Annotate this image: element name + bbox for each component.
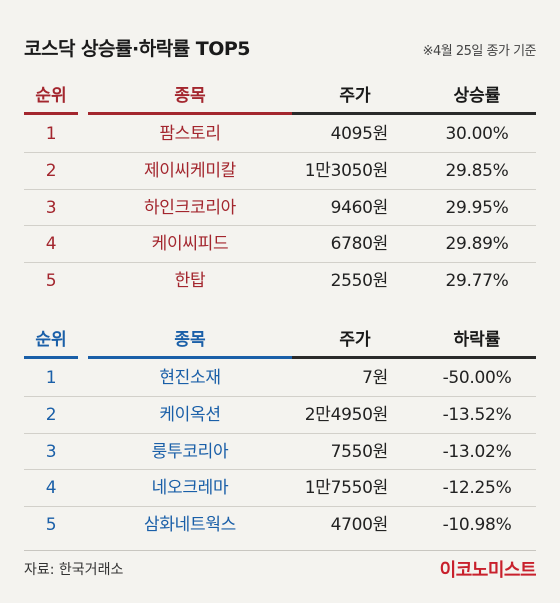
row-divider [24,506,536,508]
row-name: 한탑 [174,271,206,292]
row-divider [24,225,536,227]
footer: 자료: 한국거래소 이코노미스트 [0,550,560,603]
header-underline-rank [24,356,78,359]
row-divider [24,151,536,153]
row-name: 삼화네트웍스 [143,515,237,536]
row-rank: 3 [45,197,57,218]
header-underline-name [88,112,292,115]
row-price: 9460원 [330,197,389,218]
table-row: 4 네오크레마 1만7550원 -12.25% [24,470,536,508]
footer-divider [24,550,536,551]
header-underline-price [292,356,418,359]
table-row: 4 케이씨피드 6780원 29.89% [24,226,536,264]
row-name: 케이옥션 [159,404,221,425]
table-row: 2 제이씨케미칼 1만3050원 29.85% [24,153,536,190]
column-header-rate: 하락률 [453,330,501,350]
row-name: 룽투코리아 [151,441,229,462]
row-rank: 5 [45,515,57,536]
row-rank: 4 [45,234,57,255]
row-price: 4700원 [330,515,389,536]
row-rate: -50.00% [442,368,512,388]
row-rate: 29.95% [445,197,509,218]
row-price: 6780원 [330,234,389,255]
date-note: ※4월 25일 종가 기준 [422,44,537,59]
row-rank: 2 [45,160,57,181]
row-rank: 1 [45,368,57,388]
row-name: 제이씨케미칼 [143,160,237,181]
row-price: 2550원 [330,271,389,292]
row-divider [24,262,536,264]
row-name: 현진소재 [159,368,221,388]
page-title: 코스닥 상승률·하락률 TOP5 [24,38,251,60]
gainers-header: 순위 종목 주가 상승률 [24,82,536,116]
header-underline-rate [418,112,536,115]
row-divider [24,188,536,190]
header-underline-rate [418,356,536,359]
row-name: 하인크코리아 [143,197,237,218]
row-price: 7원 [362,368,388,388]
losers-header: 순위 종목 주가 하락률 [24,326,536,360]
table-row: 1 팜스토리 4095원 30.00% [24,116,536,153]
row-price: 1만7550원 [304,478,389,499]
table-row: 2 케이옥션 2만4950원 -13.52% [24,397,536,434]
row-price: 1만3050원 [304,160,389,181]
table-row: 1 현진소재 7원 -50.00% [24,360,536,397]
row-name: 케이씨피드 [151,234,229,255]
row-rate: 29.85% [445,160,509,181]
row-rank: 4 [45,478,57,499]
row-rate: 29.89% [445,234,509,255]
column-header-name: 종목 [174,86,206,106]
column-header-price: 주가 [339,86,371,106]
row-rate: -12.25% [442,478,512,499]
source-text: 자료: 한국거래소 [24,562,124,578]
column-header-rank: 순위 [35,330,67,350]
column-header-rate: 상승률 [453,86,501,106]
row-rate: 30.00% [445,124,509,144]
row-divider [24,469,536,471]
header: 코스닥 상승률·하락률 TOP5 ※4월 25일 종가 기준 [24,34,537,64]
table-row: 5 삼화네트웍스 4700원 -10.98% [24,507,536,544]
row-rank: 3 [45,441,57,462]
row-name: 네오크레마 [151,478,229,499]
brand-logo: 이코노미스트 [439,560,537,581]
column-header-price: 주가 [339,330,371,350]
row-divider [24,395,536,397]
losers-table: 순위 종목 주가 하락률 1 현진소재 7원 -50.00% 2 케이옥션 2만… [24,326,536,544]
table-row: 3 하인크코리아 9460원 29.95% [24,190,536,227]
row-rank: 2 [45,404,57,425]
header-underline-name [88,356,292,359]
row-price: 2만4950원 [304,404,389,425]
column-header-name: 종목 [174,330,206,350]
row-rank: 1 [45,124,57,144]
row-rate: -10.98% [442,515,512,536]
row-price: 4095원 [330,124,389,144]
row-rank: 5 [45,271,57,292]
header-underline-rank [24,112,78,115]
row-price: 7550원 [330,441,389,462]
table-row: 5 한탑 2550원 29.77% [24,263,536,300]
row-divider [24,432,536,434]
row-rate: -13.52% [442,404,512,425]
row-rate: 29.77% [445,271,509,292]
row-rate: -13.02% [442,441,512,462]
header-underline-price [292,112,418,115]
table-row: 3 룽투코리아 7550원 -13.02% [24,434,536,471]
row-name: 팜스토리 [159,124,221,144]
gainers-table: 순위 종목 주가 상승률 1 팜스토리 4095원 30.00% 2 제이씨케미… [24,82,536,300]
column-header-rank: 순위 [35,86,67,106]
